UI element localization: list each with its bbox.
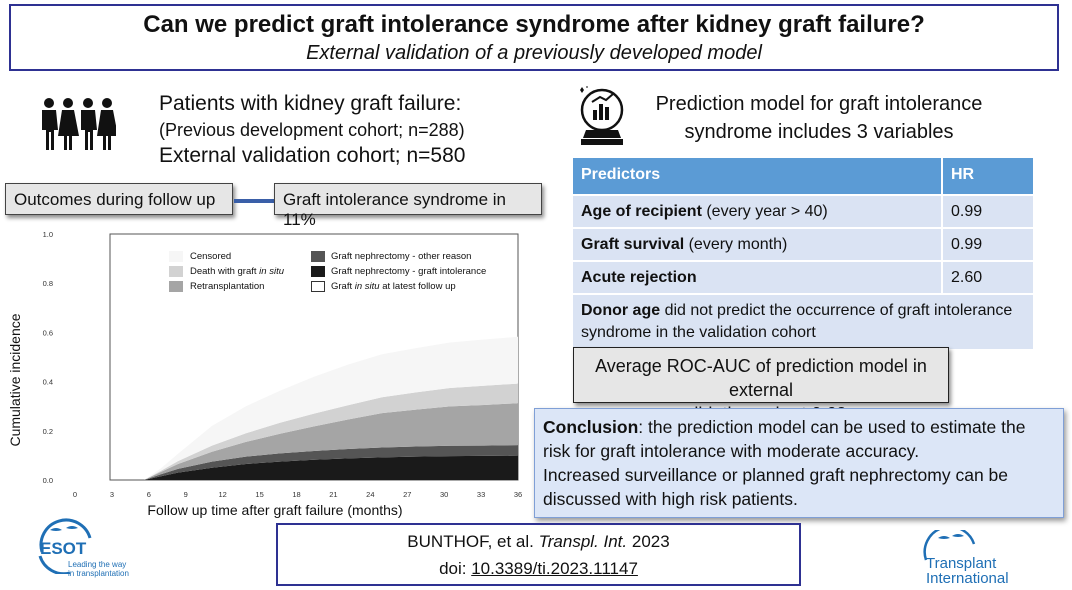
legend-swatch-graft-intolerance xyxy=(311,266,325,277)
x-tick-label: 9 xyxy=(184,490,188,499)
x-tick-label: 3 xyxy=(110,490,114,499)
crystal-ball-icon xyxy=(580,86,624,145)
area-series-2 xyxy=(144,403,518,480)
people-icon xyxy=(42,98,116,150)
x-tick-label: 30 xyxy=(440,490,448,499)
outcomes-label: Outcomes during follow up xyxy=(5,183,233,215)
area-series-3 xyxy=(144,383,518,480)
arrow-right-icon xyxy=(234,193,286,209)
legend-label-censored: Censored xyxy=(190,251,232,262)
area-series-4 xyxy=(144,336,518,480)
x-tick-label: 12 xyxy=(218,490,226,499)
legend-label-death: Death with graft in situ xyxy=(190,266,284,277)
hr-value: 0.99 xyxy=(941,194,1035,229)
y-tick-label: 0.0 xyxy=(43,476,53,485)
x-tick-label: 6 xyxy=(147,490,151,499)
x-tick-label: 21 xyxy=(329,490,337,499)
y-tick-label: 0.2 xyxy=(43,427,53,436)
previous-cohort: (Previous development cohort; n=288) xyxy=(159,120,465,140)
x-tick-label: 27 xyxy=(403,490,411,499)
title-box: Can we predict graft intolerance syndrom… xyxy=(9,4,1059,71)
legend-swatch-death xyxy=(169,266,183,277)
x-tick-label: 0 xyxy=(73,490,77,499)
table-row: Age of recipient (every year > 40) 0.99 xyxy=(571,194,1035,229)
hr-value: 2.60 xyxy=(941,260,1035,295)
chart-legend: Censored Death with graft in situ Retran… xyxy=(163,248,503,318)
predictors-table: Predictors HR Age of recipient (every ye… xyxy=(571,156,1035,351)
conclusion-box: Conclusion: the prediction model can be … xyxy=(534,408,1064,518)
x-tick-label: 33 xyxy=(477,490,485,499)
legend-label-retransplantation: Retransplantation xyxy=(190,281,265,292)
chart-xlabel: Follow up time after graft failure (mont… xyxy=(147,502,403,518)
model-heading: Prediction model for graft intolerance s… xyxy=(655,93,983,143)
doi-link[interactable]: 10.3389/ti.2023.11147 xyxy=(471,559,638,578)
chart-ylabel: Cumulative incidence xyxy=(7,313,23,447)
predictors-table-wrap: Predictors HR Age of recipient (every ye… xyxy=(571,156,1035,351)
table-row: Graft survival (every month) 0.99 xyxy=(571,227,1035,262)
area-series-0 xyxy=(144,455,518,480)
chart-panel: 0.0 0.2 0.4 0.6 0.8 1.0 0 3 6 9 12 15 18 21 24 27 30 33 36… xyxy=(5,222,530,522)
x-tick-label: 18 xyxy=(292,490,300,499)
legend-swatch-other-reason xyxy=(311,251,325,262)
legend-label-in-situ: Graft in situ at latest follow up xyxy=(331,281,456,292)
table-header-predictors: Predictors xyxy=(571,156,943,196)
outcomes-result: Graft intolerance syndrome in 11% xyxy=(274,183,542,229)
legend-swatch-censored xyxy=(169,251,183,262)
x-tick-label: 36 xyxy=(514,490,522,499)
auc-box: Average ROC-AUC of prediction model in e… xyxy=(573,347,949,424)
legend-swatch-retransplantation xyxy=(169,281,183,292)
esot-logo: ESOT Leading the way in transplantation xyxy=(28,518,148,586)
hr-value: 0.99 xyxy=(941,227,1035,262)
page-subtitle: External validation of a previously deve… xyxy=(306,42,762,64)
y-tick-label: 0.8 xyxy=(43,279,53,288)
x-tick-label: 15 xyxy=(255,490,263,499)
table-header-hr: HR xyxy=(941,156,1035,196)
legend-label-other-reason: Graft nephrectomy - other reason xyxy=(331,251,472,262)
y-tick-label: 1.0 xyxy=(43,230,53,239)
table-note-row: Donor age did not predict the occurrence… xyxy=(571,293,1035,351)
legend-label-graft-intolerance: Graft nephrectomy - graft intolerance xyxy=(331,266,487,277)
x-tick-label: 24 xyxy=(366,490,374,499)
y-tick-label: 0.4 xyxy=(43,378,53,387)
patients-heading: Patients with kidney graft failure: xyxy=(159,92,462,115)
table-row: Acute rejection 2.60 xyxy=(571,260,1035,295)
page-title: Can we predict graft intolerance syndrom… xyxy=(143,11,925,38)
reference-box: BUNTHOF, et al. Transpl. Int. 2023 doi: … xyxy=(276,523,801,586)
validation-cohort: External validation cohort; n=580 xyxy=(159,144,466,167)
area-series-1 xyxy=(144,445,518,480)
legend-swatch-in-situ xyxy=(311,281,325,292)
transplant-international-logo: Transplant International xyxy=(920,530,1065,588)
y-tick-label: 0.6 xyxy=(43,328,53,337)
